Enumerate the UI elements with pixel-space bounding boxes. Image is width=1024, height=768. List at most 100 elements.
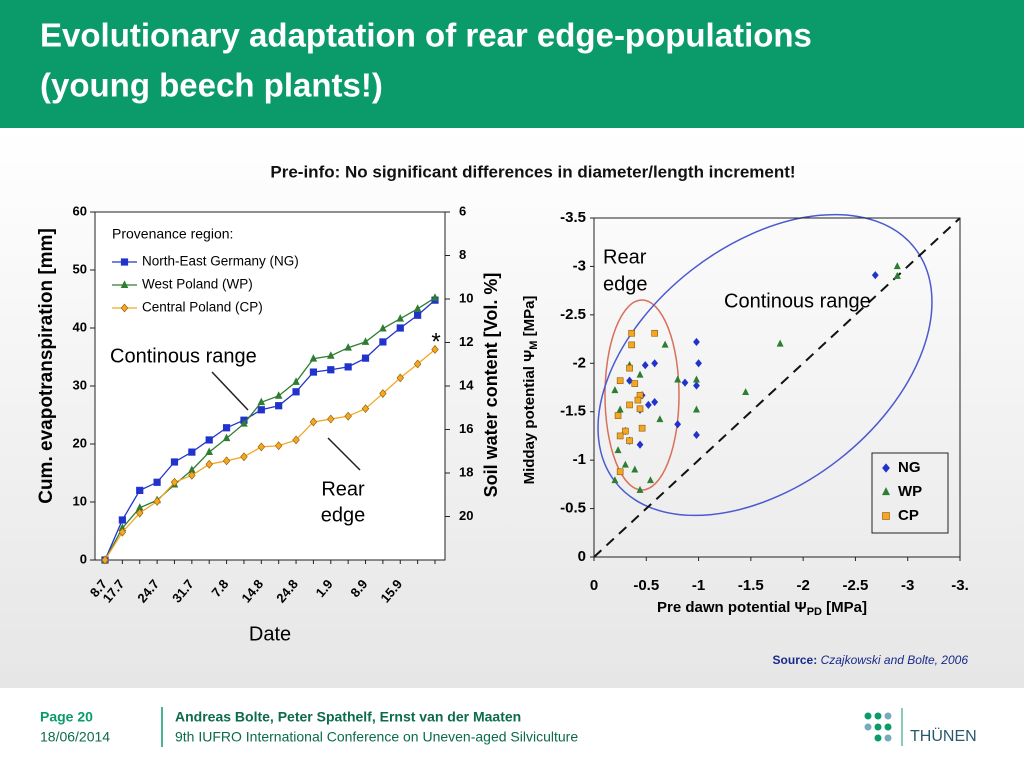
- legend-label: West Poland (WP): [142, 277, 253, 292]
- y-tick-label: 60: [73, 203, 87, 218]
- y2-tick-label: 14: [459, 377, 474, 392]
- marker: [205, 436, 213, 444]
- y-tick-label: 20: [73, 435, 87, 450]
- marker: [626, 376, 633, 385]
- marker: [893, 262, 901, 270]
- source-text: Czajkowski and Bolte, 2006: [821, 653, 969, 667]
- axis-label-sub: M: [528, 341, 540, 350]
- x-tick-label: -3: [901, 577, 914, 594]
- marker: [379, 323, 387, 332]
- marker: [292, 435, 300, 445]
- y-tick-label: -2: [573, 354, 586, 371]
- x-tick-label: -1: [692, 577, 705, 594]
- y-tick-label: -0.5: [560, 500, 586, 517]
- marker: [327, 351, 335, 359]
- axis-label-main: Midday potential Ψ: [521, 350, 538, 485]
- marker: [616, 377, 624, 385]
- marker: [656, 415, 664, 423]
- x-tick-label: -0.5: [633, 577, 659, 594]
- marker: [776, 339, 784, 347]
- marker: [120, 303, 129, 313]
- marker: [616, 405, 624, 413]
- marker: [614, 446, 622, 454]
- marker: [327, 414, 335, 424]
- marker: [344, 411, 352, 421]
- footer-bg: [0, 688, 1024, 768]
- marker: [693, 337, 700, 347]
- marker: [379, 338, 387, 346]
- legend-label: NG: [898, 459, 921, 476]
- source-label: Source:: [773, 653, 818, 667]
- x-tick-label: -2: [796, 577, 809, 594]
- legend-label: CP: [898, 507, 919, 524]
- marker: [628, 341, 635, 349]
- preinfo: Pre-info: No significant differences in …: [270, 162, 795, 181]
- y2-tick-label: 12: [459, 334, 473, 349]
- marker: [871, 271, 879, 280]
- marker: [275, 402, 283, 410]
- axis-label: Pre dawn potential ΨPD [MPa]: [657, 599, 867, 618]
- date: 18/06/2014: [40, 729, 110, 745]
- marker: [646, 476, 654, 484]
- marker: [205, 459, 213, 469]
- one-to-one-line: [593, 217, 961, 558]
- annotation: edge: [321, 504, 366, 526]
- marker: [651, 359, 659, 368]
- logo-text: THÜNEN: [910, 727, 977, 745]
- marker: [274, 441, 283, 451]
- y-tick-label: 10: [73, 493, 87, 508]
- marker: [636, 370, 644, 378]
- y-tick-label: 0: [80, 551, 87, 566]
- marker: [631, 465, 639, 473]
- marker: [622, 427, 629, 435]
- marker: [240, 452, 248, 462]
- marker: [170, 477, 179, 487]
- x-tick-label: -3.: [951, 577, 969, 594]
- authors: Andreas Bolte, Peter Spathelf, Ernst van…: [175, 709, 521, 725]
- marker: [414, 311, 422, 319]
- y-tick-label: 40: [73, 319, 87, 334]
- marker: [101, 555, 109, 565]
- marker: [742, 388, 750, 396]
- y-tick-label: -1: [573, 451, 586, 468]
- y-tick-label: 0: [578, 548, 586, 565]
- marker: [292, 388, 300, 396]
- title: Evolutionary adaptation of rear edge-pop…: [40, 17, 812, 54]
- marker: [611, 386, 619, 394]
- marker: [611, 476, 619, 484]
- y-tick-label: -1.5: [560, 403, 586, 420]
- marker: [222, 456, 231, 466]
- marker: [188, 470, 196, 480]
- legend-label: North-East Germany (NG): [142, 254, 299, 269]
- marker: [636, 440, 644, 449]
- y-tick-label: -2.5: [560, 306, 586, 323]
- marker: [882, 487, 890, 496]
- marker: [118, 516, 126, 524]
- marker: [651, 397, 659, 407]
- marker: [628, 329, 635, 337]
- y2-axis-label: Soil water content [Vol. %]: [481, 273, 501, 498]
- marker: [153, 496, 161, 506]
- y2-tick-label: 20: [459, 508, 473, 523]
- marker: [292, 377, 300, 385]
- page-number: Page 20: [40, 709, 93, 725]
- event: 9th IUFRO International Conference on Un…: [175, 729, 578, 745]
- marker: [257, 442, 266, 452]
- marker: [636, 485, 644, 493]
- marker: [882, 463, 890, 473]
- annotation: edge: [603, 273, 648, 295]
- marker: [674, 375, 682, 383]
- annotation: Continous range: [110, 345, 257, 367]
- marker: [361, 354, 370, 362]
- annotation-arrow: [211, 371, 249, 411]
- marker: [636, 405, 644, 413]
- marker: [309, 368, 318, 376]
- marker: [692, 405, 700, 413]
- marker: [257, 397, 266, 406]
- plot-area: [593, 217, 961, 558]
- marker: [661, 340, 669, 348]
- marker: [634, 396, 642, 404]
- marker: [327, 366, 335, 374]
- marker: [396, 314, 405, 322]
- marker: [893, 271, 901, 279]
